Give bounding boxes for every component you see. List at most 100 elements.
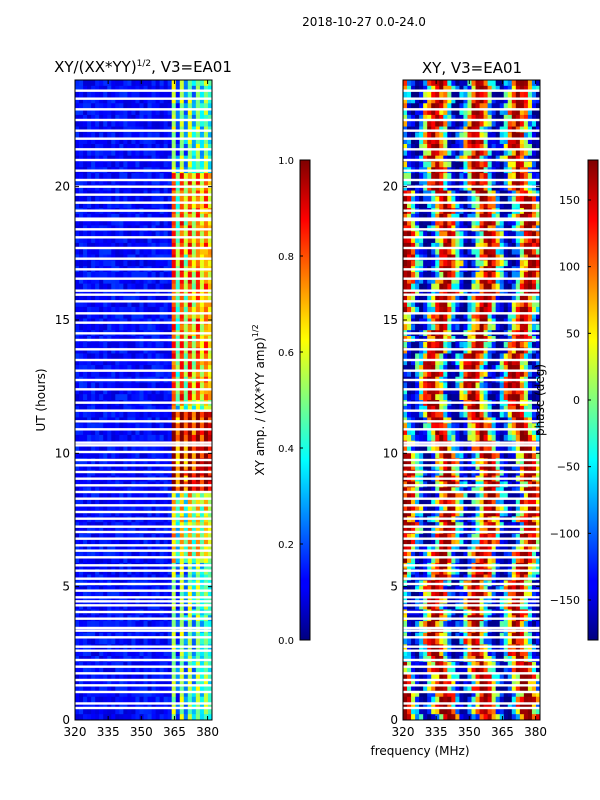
flagged-gap (75, 178, 212, 182)
heatmap-cell (103, 487, 108, 494)
heatmap-cell (95, 487, 100, 494)
heatmap-cell (171, 149, 177, 157)
heatmap-cell (479, 138, 484, 145)
heatmap-cell (119, 493, 124, 500)
heatmap-cell (519, 91, 525, 98)
heatmap-cell (147, 353, 152, 360)
heatmap-cell (131, 539, 136, 546)
heatmap-cell (203, 144, 209, 151)
heatmap-cell (507, 260, 513, 267)
heatmap-cell (515, 132, 521, 139)
heatmap-cell (199, 109, 205, 116)
heatmap-cell (143, 353, 148, 360)
heatmap-cell (79, 114, 84, 122)
heatmap-cell (519, 231, 525, 238)
heatmap-cell (407, 173, 412, 180)
heatmap-cell (191, 341, 197, 349)
heatmap-cell (187, 306, 193, 314)
heatmap-cell (179, 498, 185, 506)
heatmap-cell (175, 621, 181, 628)
heatmap-cell (511, 138, 517, 145)
heatmap-cell (143, 638, 148, 645)
heatmap-cell (151, 155, 156, 162)
heatmap-cell (175, 341, 181, 349)
heatmap-cell (151, 714, 156, 721)
heatmap-cell (75, 539, 80, 546)
heatmap-cell (123, 277, 128, 285)
heatmap-cell (111, 91, 116, 98)
heatmap-cell (175, 522, 181, 529)
heatmap-cell (451, 260, 456, 267)
heatmap-cell (203, 388, 209, 395)
heatmap-cell (187, 289, 193, 296)
heatmap-cell (75, 661, 80, 669)
heatmap-cell (187, 551, 193, 558)
heatmap-cell (203, 324, 209, 331)
heatmap-cell (179, 510, 185, 517)
heatmap-cell (87, 295, 92, 302)
heatmap-cell (191, 685, 197, 692)
heatmap-cell (123, 283, 128, 290)
heatmap-cell (87, 696, 92, 703)
heatmap-cell (191, 178, 197, 186)
heatmap-cell (83, 80, 88, 87)
heatmap-cell (207, 155, 213, 162)
heatmap-cell (111, 510, 116, 517)
heatmap-cell (499, 178, 505, 186)
heatmap-cell (191, 708, 197, 715)
heatmap-cell (159, 382, 165, 389)
heatmap-cell (119, 394, 124, 401)
heatmap-cell (203, 411, 209, 418)
heatmap-cell (91, 504, 96, 511)
heatmap-cell (95, 434, 100, 442)
heatmap-cell (75, 237, 80, 244)
heatmap-cell (203, 120, 209, 127)
flagged-gap (75, 649, 212, 652)
heatmap-cell (115, 289, 120, 296)
heatmap-cell (167, 178, 173, 186)
heatmap-cell (491, 231, 497, 238)
heatmap-cell (163, 603, 169, 610)
heatmap-cell (199, 144, 205, 151)
heatmap-cell (207, 365, 213, 372)
heatmap-cell (83, 324, 88, 331)
heatmap-cell (75, 522, 80, 529)
heatmap-cell (411, 85, 416, 93)
heatmap-cell (95, 405, 100, 413)
heatmap-cell (447, 242, 452, 250)
heatmap-cell (191, 301, 197, 308)
heatmap-cell (159, 91, 165, 98)
heatmap-cell (151, 144, 156, 151)
heatmap-cell (167, 91, 173, 98)
heatmap-cell (135, 696, 140, 703)
heatmap-cell (471, 103, 476, 110)
heatmap-cell (163, 493, 169, 500)
heatmap-cell (183, 138, 189, 145)
heatmap-cell (95, 382, 100, 389)
heatmap-cell (523, 91, 529, 98)
heatmap-cell (195, 545, 201, 552)
heatmap-cell (83, 272, 88, 279)
heatmap-cell (99, 301, 104, 308)
heatmap-cell (443, 114, 448, 122)
heatmap-cell (199, 295, 205, 302)
heatmap-cell (83, 632, 88, 639)
heatmap-cell (119, 673, 124, 680)
heatmap-cell (203, 586, 209, 593)
heatmap-cell (79, 592, 84, 599)
heatmap-cell (191, 248, 197, 255)
heatmap-cell (143, 341, 148, 349)
heatmap-cell (443, 120, 448, 127)
heatmap-cell (203, 231, 209, 238)
heatmap-cell (163, 690, 169, 698)
heatmap-cell (151, 91, 156, 98)
heatmap-cell (187, 109, 193, 116)
heatmap-cell (131, 173, 136, 180)
heatmap-cell (163, 312, 169, 319)
heatmap-cell (99, 132, 104, 139)
heatmap-cell (439, 114, 444, 122)
heatmap-cell (91, 708, 96, 715)
heatmap-cell (531, 120, 537, 127)
heatmap-cell (199, 161, 205, 168)
heatmap-cell (423, 219, 428, 226)
